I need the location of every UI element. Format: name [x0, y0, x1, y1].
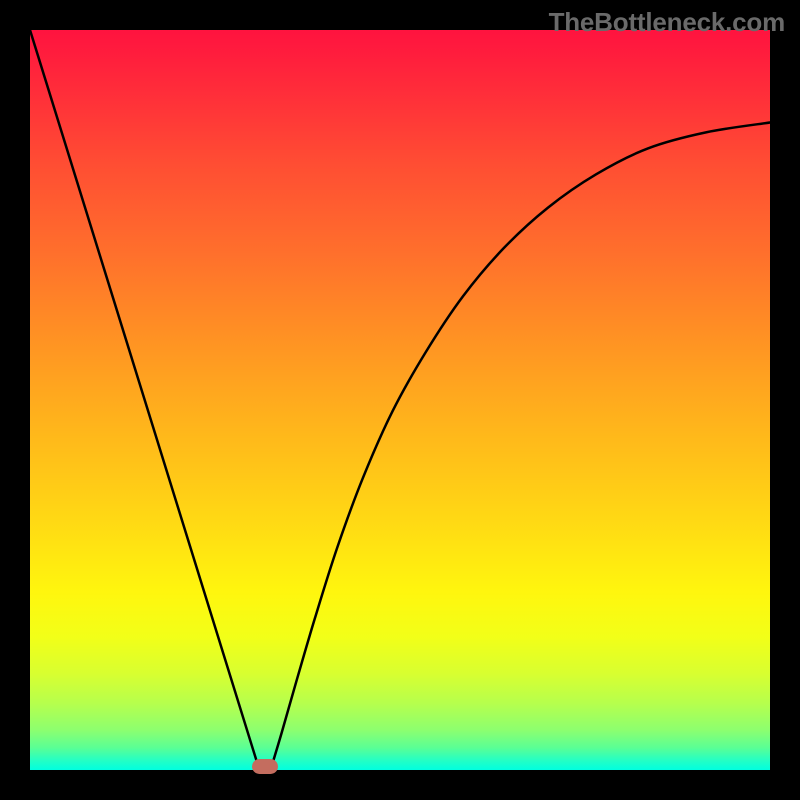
chart-container: TheBottleneck.com: [0, 0, 800, 800]
watermark-text: TheBottleneck.com: [549, 7, 785, 38]
optimum-marker: [252, 759, 278, 774]
plot-area: [30, 30, 770, 770]
